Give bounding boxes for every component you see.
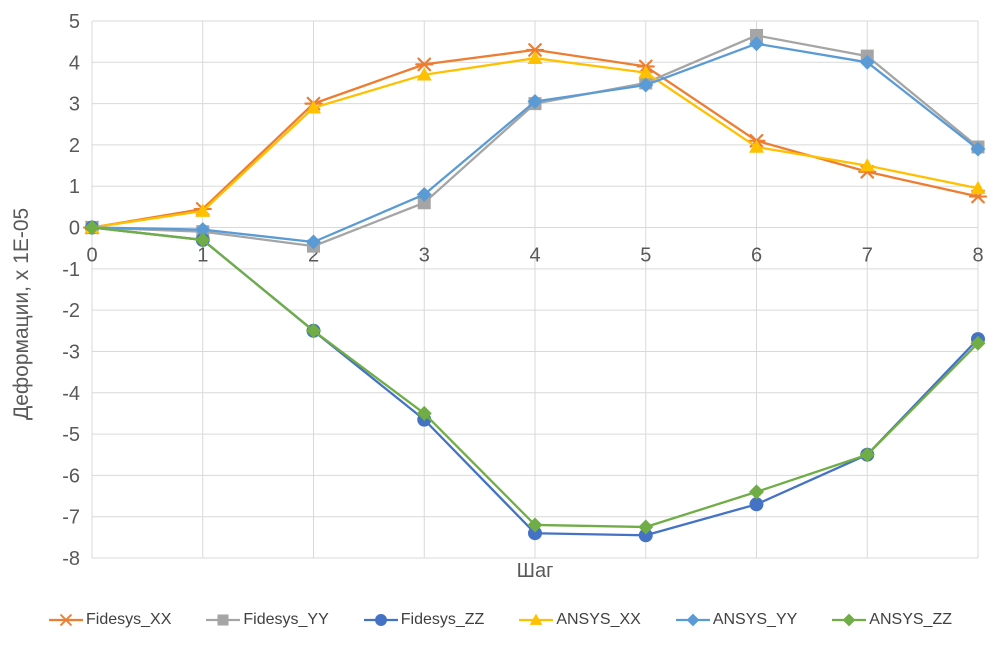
diamond-marker <box>638 519 654 535</box>
triangle-marker <box>527 50 543 64</box>
square-marker <box>417 196 431 210</box>
y-tick-label: 4 <box>69 52 80 74</box>
circle-marker <box>638 528 653 543</box>
star-legend-marker-icon <box>49 614 83 626</box>
diamond-marker <box>527 94 543 110</box>
diamond-marker <box>84 220 100 236</box>
y-tick-label: -2 <box>62 300 80 322</box>
triangle-marker <box>416 67 432 81</box>
circle-marker <box>528 526 542 541</box>
triangle-marker <box>970 180 986 195</box>
x-tick-label: 3 <box>419 245 430 267</box>
y-tick-label: -7 <box>62 507 80 529</box>
diamond-marker <box>638 77 654 93</box>
legend-label: Fidesys_ZZ <box>400 611 485 628</box>
diamond-marker <box>416 405 432 421</box>
triangle-legend-marker-icon <box>519 613 554 625</box>
diamond-marker <box>306 234 321 250</box>
legend-item-ANSYS_ZZ: ANSYS_ZZ <box>831 610 952 630</box>
diamond-marker <box>416 186 432 202</box>
legend-item-ANSYS_YY: ANSYS_YY <box>675 610 797 630</box>
legend-label: ANSYS_XX <box>556 611 641 628</box>
star-marker <box>58 614 74 626</box>
square-legend-marker-icon <box>206 614 241 626</box>
diamond-marker <box>195 232 211 248</box>
series-ANSYS_ZZ <box>84 220 986 535</box>
diamond-marker <box>306 323 321 339</box>
diamond-marker <box>859 447 875 463</box>
x-tick-label: 7 <box>862 245 873 267</box>
plot-area: 5 4 3 2 1 0 -1 -2 -3 -4 -5 -6 -7 -8 0 1 2 3 4 5 6 7 8 <box>62 11 988 570</box>
y-tick-label: -4 <box>62 383 80 405</box>
x-tick-label: 8 <box>972 245 983 267</box>
triangle-marker <box>638 65 654 79</box>
circle-legend-marker-icon <box>363 614 398 626</box>
diamond-legend-marker-icon <box>832 613 867 627</box>
legend-label: Fidesys_YY <box>243 611 329 628</box>
y-axis-title: Деформации, х 1Е-05 <box>10 207 33 420</box>
diamond-marker <box>686 613 700 627</box>
triangle-marker <box>749 139 764 153</box>
x-tick-label: 5 <box>640 245 651 267</box>
x-tick-label: 6 <box>751 245 762 267</box>
triangle-marker <box>306 100 321 114</box>
legend-item-Fidesys_ZZ: Fidesys_ZZ <box>363 610 485 630</box>
legend-label: ANSYS_ZZ <box>869 611 952 628</box>
diamond-legend-marker-icon <box>675 613 710 627</box>
diamond-marker <box>749 36 764 52</box>
y-tick-label: 1 <box>69 176 80 198</box>
legend-item-ANSYS_XX: ANSYS_XX <box>518 610 641 630</box>
diamond-marker <box>842 613 856 627</box>
diamond-marker <box>970 141 986 157</box>
y-tick-label: -8 <box>62 548 80 570</box>
diamond-marker <box>859 54 875 70</box>
x-tick-label: 2 <box>308 245 319 267</box>
y-tick-label: -1 <box>62 259 80 281</box>
y-tick-label: -5 <box>62 424 80 446</box>
x-axis-title: Шаг <box>516 560 554 582</box>
square-marker <box>750 28 763 42</box>
diamond-marker <box>749 484 764 500</box>
circle-marker <box>749 497 764 512</box>
diamond-marker <box>527 517 543 533</box>
y-tick-label: 5 <box>69 11 80 33</box>
x-tick-label: 1 <box>197 245 208 267</box>
star-marker <box>415 57 434 72</box>
diamond-marker <box>195 222 211 238</box>
y-tick-label: 2 <box>69 135 80 157</box>
legend-item-Fidesys_YY: Fidesys_YY <box>205 610 329 630</box>
legend-item-Fidesys_XX: Fidesys_XX <box>48 610 171 630</box>
circle-marker <box>374 614 387 626</box>
y-tick-label: -3 <box>62 341 80 363</box>
legend: Fidesys_XX Fidesys_YY Fidesys_ZZ ANSYS_XX AN… <box>0 610 1000 630</box>
triangle-marker <box>529 613 543 625</box>
legend-label: Fidesys_XX <box>86 611 172 628</box>
y-tick-label: -6 <box>62 465 80 487</box>
star-marker <box>525 43 545 57</box>
square-marker <box>217 614 229 626</box>
legend-label: ANSYS_YY <box>712 611 798 628</box>
diamond-marker <box>970 335 986 351</box>
triangle-marker <box>195 203 211 217</box>
x-tick-label: 0 <box>86 245 97 267</box>
x-tick-label: 4 <box>529 245 540 267</box>
triangle-marker <box>859 158 875 172</box>
y-tick-label: 0 <box>69 218 80 240</box>
y-tick-label: 3 <box>69 94 80 116</box>
series-ANSYS_XX <box>84 50 986 234</box>
